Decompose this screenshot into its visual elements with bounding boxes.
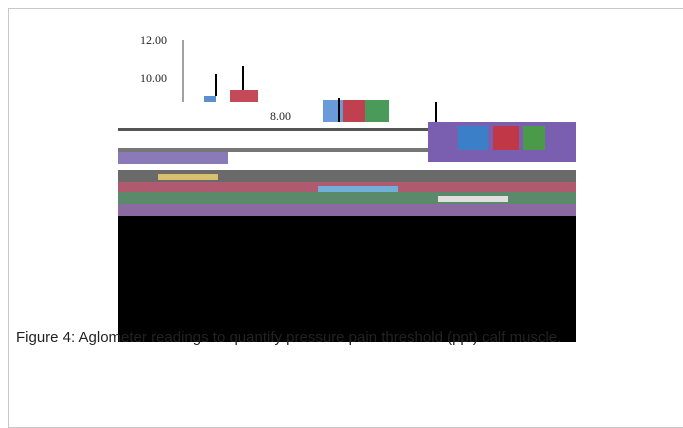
figure-image: 12.00 10.00 8.00 (118, 30, 576, 342)
tick-label: 8.00 (270, 109, 291, 123)
page: 12.00 10.00 8.00 Figure 4: Aglometer rea… (0, 0, 683, 405)
tick-label: 10.00 (140, 71, 167, 85)
figure-caption: Figure 4: Aglometer readings to quantify… (16, 328, 666, 347)
tick-label: 12.00 (140, 33, 167, 47)
